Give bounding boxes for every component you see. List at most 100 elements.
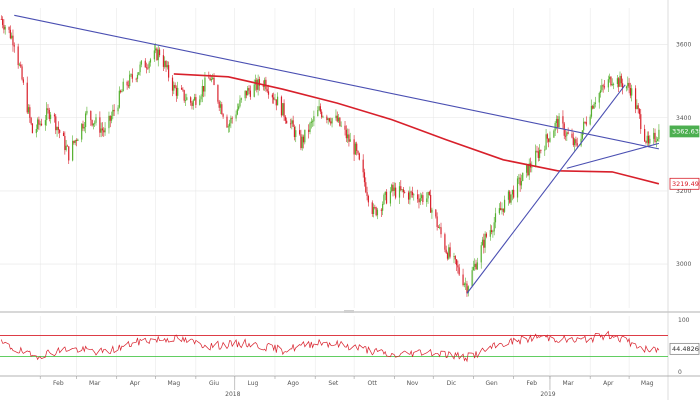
candle-down — [147, 67, 149, 69]
candle-up — [507, 191, 510, 200]
candle-down — [29, 107, 31, 118]
candle-up — [646, 135, 648, 143]
month-label: Apr — [130, 380, 141, 387]
candle-down — [345, 129, 347, 139]
candle-up — [247, 88, 249, 96]
candle-up — [264, 79, 266, 87]
candle-down — [392, 184, 394, 192]
candle-up — [309, 123, 311, 132]
candle-up — [601, 85, 603, 91]
candle-down — [475, 263, 477, 270]
candle-up — [581, 130, 583, 139]
candle-down — [231, 117, 233, 119]
candle-down — [103, 130, 105, 133]
candle-down — [275, 99, 277, 106]
candle-down — [73, 140, 75, 143]
rsi-layer — [0, 330, 668, 363]
candle-down — [428, 191, 430, 195]
candle-up — [318, 106, 320, 111]
candle-down — [30, 117, 32, 124]
candle-up — [254, 79, 257, 85]
candle-down — [13, 45, 15, 47]
candle-up — [335, 115, 337, 119]
candle-down — [585, 121, 587, 125]
candle-up — [204, 77, 206, 92]
candle-down — [557, 118, 559, 128]
month-label: Ott — [368, 380, 378, 387]
candle-down — [183, 90, 185, 101]
year-label: 2018 — [225, 391, 240, 398]
candle-down — [38, 119, 40, 125]
candle-down — [356, 143, 358, 151]
candle-down — [418, 199, 420, 203]
candle-up — [555, 118, 558, 123]
month-label: Mar — [562, 380, 574, 387]
candle-down — [174, 84, 176, 88]
candle-up — [544, 149, 546, 151]
candle-down — [21, 66, 23, 80]
rsi-value-badge-box — [669, 342, 700, 355]
trendline — [14, 14, 660, 150]
candle-down — [82, 123, 84, 129]
candle-up — [35, 128, 37, 134]
candle-down — [175, 87, 178, 96]
candle-down — [156, 48, 158, 61]
candle-up — [583, 121, 585, 131]
candle-down — [410, 191, 412, 193]
candle-up — [85, 113, 87, 128]
candle-down — [430, 194, 432, 213]
candle-down — [375, 207, 377, 216]
candle-down — [537, 151, 539, 158]
candle-up — [235, 114, 237, 119]
candle-down — [99, 117, 101, 133]
candle-up — [657, 139, 659, 142]
candle-down — [90, 110, 92, 121]
candle-up — [140, 60, 142, 65]
candle-down — [490, 230, 493, 233]
candle-up — [531, 166, 533, 168]
candle-down — [572, 137, 574, 146]
price-tick-label: 3600 — [676, 42, 691, 49]
candle-up — [526, 165, 528, 173]
candle-down — [567, 132, 569, 134]
candle-up — [49, 114, 52, 119]
candle-up — [655, 141, 657, 142]
candle-down — [536, 150, 538, 152]
rsi-value-badge-text: 44.4826 — [672, 345, 699, 353]
candle-up — [594, 102, 596, 105]
candle-up — [276, 96, 279, 106]
candle-up — [39, 123, 41, 125]
candle-up — [317, 110, 319, 117]
candle-up — [110, 115, 113, 121]
candle-up — [210, 78, 213, 81]
candle-down — [0, 18, 2, 20]
candle-up — [164, 60, 166, 67]
candle-up — [448, 247, 450, 259]
candle-down — [9, 29, 11, 39]
candle-up — [44, 120, 46, 126]
candle-up — [393, 187, 395, 192]
candle-down — [292, 120, 294, 127]
candle-up — [545, 134, 547, 150]
candle-down — [638, 109, 641, 115]
candle-up — [384, 191, 386, 195]
candle-down — [527, 165, 529, 176]
candle-down — [190, 97, 192, 103]
candle-down — [226, 116, 228, 128]
candle-down — [266, 89, 268, 92]
candle-down — [283, 103, 285, 117]
candle-down — [502, 208, 504, 212]
candle-down — [371, 202, 373, 214]
candle-down — [357, 150, 359, 154]
candle-up — [239, 99, 241, 107]
candle-up — [173, 84, 175, 91]
candle-down — [404, 192, 406, 193]
month-label: Mag — [641, 380, 654, 387]
candle-up — [528, 163, 530, 176]
candle-down — [446, 253, 449, 259]
candle-down — [402, 189, 404, 193]
candle-down — [68, 146, 70, 161]
candle-up — [649, 138, 651, 144]
